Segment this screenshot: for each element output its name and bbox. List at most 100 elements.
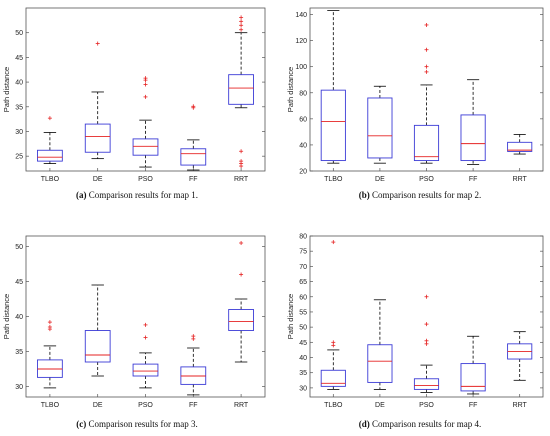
outlier-marker [239,164,244,169]
box-tlbo [37,116,63,164]
box-iqr [228,309,254,331]
x-tick-label: DE [375,402,385,409]
box-rrt [228,15,254,169]
outlier-marker [331,240,336,245]
box-iqr [320,369,346,387]
y-tick-label: 45 [15,55,23,62]
panel-map-1: 25 30 35 40 45 50 Path distance TLBO DE PSO FF RRT [2,7,266,183]
outlier-marker [47,325,52,329]
outlier-marker [424,64,429,69]
y-tick-label: 30 [15,129,23,136]
x-tick-label: PSO [138,176,153,183]
box-iqr [132,363,159,377]
box-ff [180,104,207,171]
x-tick-label: PSO [419,176,434,183]
y-axis-label: Path distance [286,294,295,339]
box-iqr [367,97,393,159]
y-tick-label: 55 [299,309,307,316]
outlier-marker [424,69,429,74]
box-tlbo [37,320,63,389]
y-tick-label: 50 [15,30,23,37]
box-de [84,284,111,377]
x-tick-label: TLBO [41,176,60,183]
outlier-marker [239,241,244,245]
y-tick-label: 35 [15,349,23,356]
y-axis-label: Path distance [2,67,11,112]
box-iqr [228,74,254,105]
box-iqr [84,330,111,363]
x-tick-label: DE [375,176,385,183]
y-axis-label: Path distance [2,294,11,339]
x-tick-label: PSO [419,402,434,409]
panel-map-2: 20 40 60 80 100 120 140 Path distance TLBO DE PSO F… [286,7,544,183]
plot-frame [25,235,266,398]
x-tick-label: FF [189,176,198,183]
x-tick-label: FF [469,402,478,409]
box-rrt [507,331,533,381]
x-tick-label: TLBO [324,176,343,183]
box-tlbo [320,240,346,390]
y-tick-label: 60 [299,294,307,301]
outlier-marker [239,149,244,154]
outlier-marker [143,335,148,340]
box-rrt [507,134,533,155]
x-tick-label: RRT [513,402,528,409]
x-tick-label: DE [93,176,103,183]
outlier-marker [143,322,148,327]
box-de [367,85,393,164]
caption-map-3: (c) Comparison results for map 3. [76,419,198,429]
panel-map-4: 30 35 40 45 50 55 60 65 70 75 80 Path distance TLBO D… [286,234,544,409]
outlier-marker [143,76,148,81]
x-tick-label: PSO [138,402,153,409]
y-tick-label: 50 [299,325,307,332]
y-tick-label: 30 [15,384,23,391]
y-tick-label: 65 [299,279,307,286]
y-tick-label: 30 [299,385,307,392]
y-tick-label: 40 [15,314,23,321]
outlier-marker [424,322,429,327]
y-tick-label: 20 [299,169,307,176]
x-tick-label: TLBO [41,402,60,409]
outlier-marker [191,334,196,339]
box-rrt [228,241,254,363]
y-tick-label: 25 [15,154,23,161]
box-de [367,299,393,390]
x-tick-label: RRT [234,176,249,183]
outlier-marker [424,338,429,343]
x-tick-label: RRT [234,402,249,409]
y-tick-label: 75 [299,249,307,256]
x-tick-label: RRT [513,176,528,183]
outlier-marker [239,15,244,20]
box-iqr [37,149,63,162]
x-tick-label: DE [93,402,103,409]
y-tick-label: 50 [15,244,23,251]
box-iqr [413,378,440,390]
box-iqr [413,124,440,162]
y-tick-label: 35 [15,104,23,111]
y-tick-label: 35 [299,370,307,377]
box-iqr [507,141,533,152]
outlier-marker [143,82,148,87]
y-tick-label: 70 [299,264,307,271]
y-tick-label: 60 [299,116,307,123]
box-iqr [180,148,207,166]
box-iqr [84,123,111,153]
box-de [84,41,111,160]
y-tick-label: 45 [299,340,307,347]
outlier-marker [95,41,100,46]
box-ff [180,334,207,396]
box-iqr [367,344,393,383]
outlier-marker [47,320,52,325]
outlier-marker [47,116,52,121]
y-tick-label: 40 [299,355,307,362]
outlier-marker [239,272,244,277]
y-tick-label: 40 [299,142,307,149]
box-ff [460,335,486,395]
box-iqr [132,138,159,156]
outlier-marker [424,294,429,299]
box-iqr [320,89,346,162]
box-pso [413,294,440,393]
outlier-marker [331,340,336,345]
outlier-marker [424,47,429,52]
caption-map-4: (d) Comparison results for map 4. [359,419,482,429]
